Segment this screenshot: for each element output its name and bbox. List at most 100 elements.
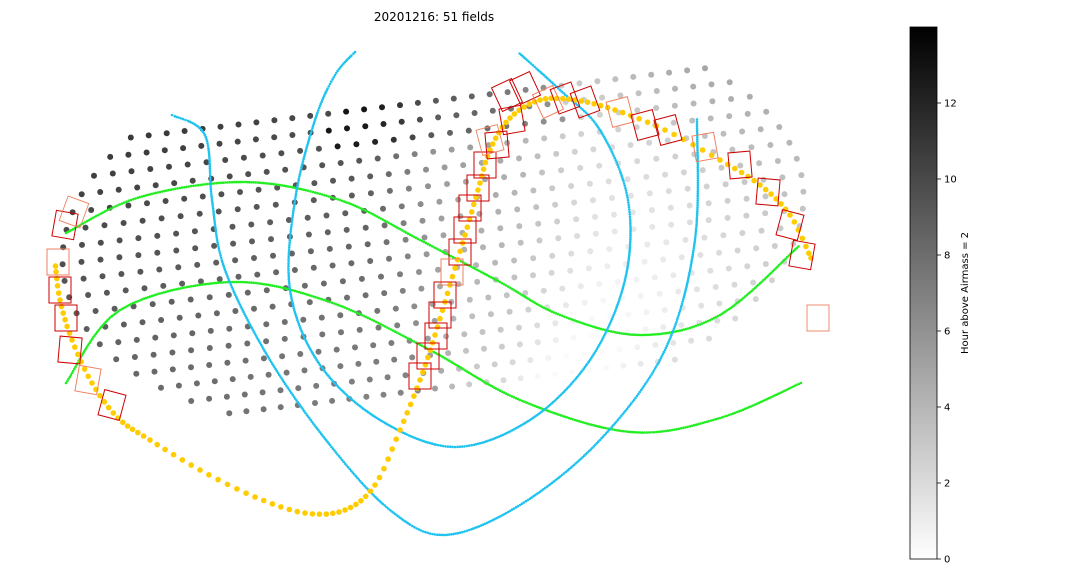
sky-curve-dot: [617, 165, 620, 169]
sky-curve-dot: [581, 456, 584, 459]
field-dot: [534, 339, 541, 346]
field-dot: [176, 314, 183, 321]
galactic-plane-dot: [732, 165, 738, 172]
sky-curve-dot: [330, 445, 333, 449]
field-dot: [688, 337, 695, 344]
sky-curve-dot: [255, 336, 259, 339]
sky-curve-dot: [287, 255, 291, 259]
field-dot: [536, 237, 543, 244]
field-dot: [684, 67, 691, 74]
sky-curve-dot: [302, 158, 305, 161]
field-dot: [539, 169, 546, 176]
ecliptic-dot: [136, 300, 139, 303]
ecliptic-dot: [178, 186, 182, 190]
galactic-plane-dot: [803, 243, 809, 250]
galactic-plane-dot: [420, 369, 426, 376]
field-dot: [609, 195, 615, 201]
ecliptic-dot: [176, 187, 179, 190]
ecliptic-dot: [680, 328, 684, 332]
field-dot: [260, 406, 267, 413]
field-dot: [59, 261, 66, 268]
field-dot: [540, 118, 547, 125]
field-outline: [605, 95, 635, 129]
field-dot: [781, 191, 788, 198]
field-dot: [283, 369, 290, 376]
ecliptic-dot: [309, 190, 312, 193]
ecliptic-dot: [351, 203, 355, 207]
ecliptic-dot: [444, 357, 447, 360]
ecliptic-dot: [235, 180, 238, 184]
field-dot: [342, 210, 349, 217]
field-dot: [774, 158, 781, 164]
ecliptic-dot: [784, 257, 787, 261]
field-dot: [235, 121, 242, 128]
sky-curve-dot: [623, 184, 627, 188]
sky-curve-dot: [213, 219, 216, 223]
sky-curve-dot: [696, 208, 699, 211]
field-dot: [533, 204, 540, 211]
ecliptic-dot: [624, 332, 627, 336]
sky-curve-dot: [458, 531, 462, 534]
sky-curve-dot: [619, 170, 622, 173]
sky-curve-dot: [606, 141, 609, 145]
sky-curve-dot: [627, 258, 630, 262]
sky-curve-dot: [219, 256, 223, 260]
ecliptic-dot: [221, 181, 225, 184]
field-dot: [576, 80, 583, 87]
ecliptic-dot: [158, 190, 162, 194]
ecliptic-dot: [252, 281, 255, 285]
field-dot: [665, 188, 672, 195]
ecliptic-dot: [426, 242, 430, 246]
field-dot: [516, 223, 523, 230]
sky-curve-dot: [685, 283, 689, 287]
sky-curve-dot: [228, 281, 232, 284]
ecliptic-dot: [565, 416, 569, 419]
field-dot: [481, 345, 487, 352]
sky-curve-dot: [563, 93, 567, 96]
ecliptic-dot: [338, 198, 342, 202]
sky-curve-dot: [611, 152, 614, 155]
field-dot: [151, 368, 158, 375]
ecliptic-dot: [185, 185, 188, 189]
ecliptic-dot: [599, 327, 603, 331]
galactic-plane-dot: [224, 481, 231, 488]
ecliptic-dot: [686, 425, 689, 429]
field-dot: [786, 139, 793, 146]
field-dot: [743, 212, 750, 219]
field-dot: [237, 189, 243, 195]
field-outline: [549, 81, 581, 115]
ecliptic-dot: [239, 180, 242, 184]
field-dot: [380, 205, 386, 212]
field-dot: [734, 247, 741, 254]
field-dot: [397, 389, 404, 396]
galactic-plane-dot: [179, 457, 186, 463]
ecliptic-dot: [256, 181, 259, 184]
ecliptic-dot: [123, 201, 126, 204]
field-dot: [251, 255, 257, 261]
sky-curve-dot: [689, 267, 692, 271]
field-dot: [194, 261, 201, 268]
field-dot: [277, 387, 284, 394]
field-dot: [568, 183, 575, 189]
field-dot: [504, 89, 511, 96]
ecliptic-dot: [199, 183, 202, 187]
ecliptic-dot: [698, 323, 702, 326]
field-dot: [630, 73, 637, 80]
field-dot: [188, 364, 194, 371]
ecliptic-dot: [412, 340, 416, 343]
field-dot: [460, 162, 467, 169]
field-dot: [670, 339, 677, 346]
ecliptic-dot: [264, 182, 268, 185]
sky-curve-dot: [627, 256, 631, 260]
ecliptic-dot: [716, 417, 720, 420]
sky-curve-dot: [686, 279, 690, 283]
ecliptic-dot: [529, 403, 533, 406]
sky-curve-dot: [629, 236, 632, 239]
colorbar-label: Hour above Airmass = 2: [960, 232, 971, 354]
ecliptic-dot: [661, 430, 665, 433]
sky-curve-dot: [291, 302, 295, 306]
sky-curve-dot: [622, 411, 626, 414]
ecliptic-dot: [88, 341, 91, 345]
galactic-plane-dot: [215, 476, 221, 483]
